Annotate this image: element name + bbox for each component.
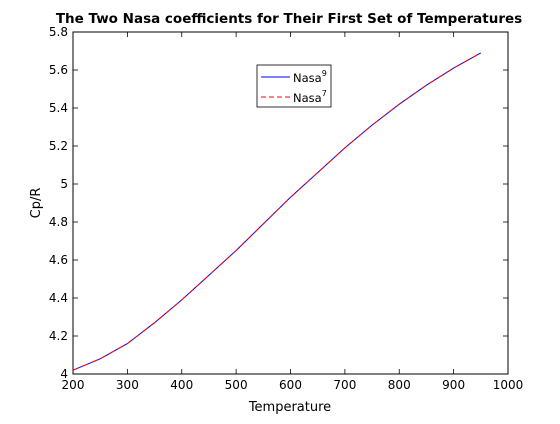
x-tick-label: 900 [442, 378, 465, 392]
x-tick-label: 600 [279, 378, 302, 392]
series-lines [72, 52, 482, 371]
y-tick-label: 4.6 [49, 253, 68, 267]
legend-entry-nasa9: Nasa9 [293, 69, 327, 85]
legend-entry-nasa7: Nasa7 [293, 89, 327, 105]
legend-sup-nasa7: 7 [322, 89, 327, 98]
legend-sup-nasa9: 9 [322, 69, 327, 78]
series-line-nasa7 [72, 52, 482, 371]
x-tick-label: 400 [170, 378, 193, 392]
x-axis-label: Temperature [248, 400, 331, 415]
x-tick-label: 300 [116, 378, 139, 392]
y-tick-label: 4 [60, 367, 68, 381]
y-tick-label: 5.4 [49, 101, 68, 115]
x-tick-label: 1000 [493, 378, 524, 392]
y-tick-label: 4.2 [49, 329, 68, 343]
legend-box [256, 64, 332, 108]
axis-ticks [72, 31, 509, 375]
x-tick-label: 700 [333, 378, 356, 392]
x-tick-label: 500 [225, 378, 248, 392]
y-tick-label: 5 [60, 177, 68, 191]
legend-label-nasa7: Nasa [293, 91, 322, 105]
y-tick-labels: 4 4.2 4.4 4.6 4.8 5 5.2 5.4 5.6 5.8 [49, 25, 68, 381]
y-tick-label: 5.6 [49, 63, 68, 77]
y-tick-label: 4.4 [49, 291, 68, 305]
y-tick-label: 5.8 [49, 25, 68, 39]
x-tick-label: 800 [388, 378, 411, 392]
legend: Nasa9 Nasa7 [256, 64, 332, 108]
y-tick-label: 4.8 [49, 215, 68, 229]
x-tick-label: 200 [62, 378, 85, 392]
x-tick-labels: 200 300 400 500 600 700 800 900 1000 [62, 378, 524, 392]
chart-title: The Two Nasa coefficients for Their Firs… [56, 11, 522, 27]
y-axis-label: Cp/R [29, 188, 44, 219]
y-tick-label: 5.2 [49, 139, 68, 153]
legend-label-nasa9: Nasa [293, 71, 322, 85]
